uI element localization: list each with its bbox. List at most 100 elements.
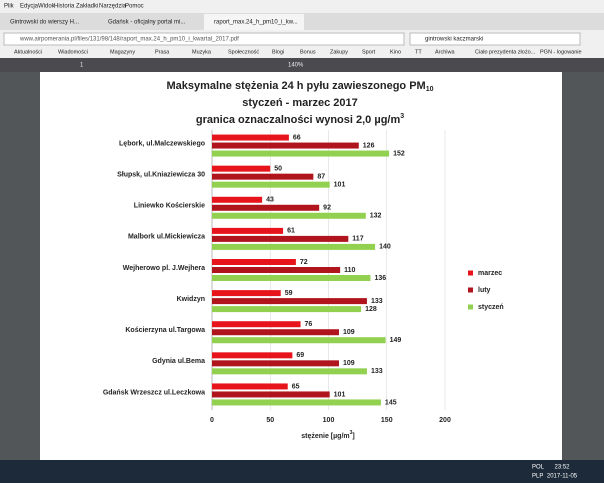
tab-title[interactable]: Gintrowski do wierszy H... [10, 20, 79, 26]
bar [212, 196, 263, 203]
bookmark[interactable]: Bonus [300, 49, 316, 55]
bar [212, 352, 293, 359]
bookmark[interactable]: Kino [390, 49, 401, 55]
data-label: 66 [293, 134, 301, 141]
menu-item[interactable]: Pomoc [125, 4, 144, 10]
search-text: gintrowski kaczmarski [425, 37, 483, 43]
data-label: 65 [292, 383, 300, 390]
x-tick-label: 100 [323, 417, 335, 424]
bar [212, 306, 362, 313]
bookmark[interactable]: Magazyny [110, 49, 135, 55]
bar [212, 360, 339, 367]
bar [212, 290, 281, 297]
bookmark[interactable]: Prasa [155, 49, 170, 55]
bar [212, 227, 284, 234]
menu-item[interactable]: Plik [4, 4, 15, 10]
zoom: 140% [288, 63, 304, 69]
url: www.airpomerania.pl/files/131/98/148/rap… [19, 37, 239, 43]
bar [212, 399, 381, 406]
bar [212, 329, 339, 336]
bar [212, 165, 271, 172]
bookmark[interactable]: Aktualności [14, 49, 42, 55]
data-label: 110 [344, 267, 355, 274]
menu-item[interactable]: Zakładki [76, 4, 98, 10]
chart-title: Maksymalne stężenia 24 h pyłu zawieszone… [167, 80, 434, 93]
data-label: 145 [385, 399, 397, 406]
bar [212, 337, 386, 344]
data-label: 117 [352, 236, 363, 243]
data-label: 76 [305, 321, 313, 328]
bookmark[interactable]: PGN - logowanie [540, 49, 582, 55]
taskbar [0, 460, 604, 483]
data-label: 61 [287, 228, 295, 235]
pdf-toolbar [0, 58, 604, 72]
tray-lang: POL [532, 465, 545, 471]
bookmark[interactable]: Sport [362, 49, 376, 55]
data-label: 128 [365, 306, 377, 313]
data-label: 152 [393, 150, 405, 157]
bookmark[interactable]: Zakupy [330, 49, 348, 55]
bookmark[interactable]: Archiwa [435, 49, 456, 55]
bar [212, 259, 296, 265]
tray-layout: PLP [532, 474, 543, 480]
x-axis-label: stężenie [µg/m3] [301, 430, 355, 440]
data-label: 136 [374, 275, 386, 282]
category-label: Wejherowo pl. J.Wejhera [123, 265, 205, 272]
bar [212, 173, 314, 180]
bookmark[interactable]: Ciało prezydenta złożo... [475, 49, 536, 55]
menu-item[interactable]: Edycja [20, 4, 39, 10]
bar [212, 383, 288, 390]
data-label: 69 [296, 352, 304, 359]
address-bar[interactable] [3, 32, 405, 46]
data-label: 72 [300, 259, 308, 266]
bar [212, 275, 371, 281]
category-label: Malbork ul.Mickiewicza [128, 234, 205, 241]
legend-swatch [468, 270, 473, 276]
tray-time: 23:52 [554, 465, 570, 471]
tab-title[interactable]: raport_max.24_h_pm10_i_kw... [214, 20, 298, 26]
data-label: 92 [323, 205, 331, 212]
chart-subtitle: granica oznaczalności wynosi 2,0 µg/m3 [196, 113, 404, 126]
legend-swatch [468, 304, 473, 310]
x-tick-label: 150 [381, 417, 393, 424]
x-tick-label: 0 [210, 417, 214, 424]
bar [212, 243, 376, 250]
menu-item[interactable]: Narzędzia [99, 4, 127, 10]
bookmark[interactable]: Muzyka [192, 49, 212, 55]
bookmark[interactable]: TT [415, 49, 422, 55]
data-label: 101 [334, 182, 346, 189]
data-label: 133 [371, 368, 383, 375]
category-label: Gdańsk Wrzeszcz ul.Leczkowa [103, 389, 205, 396]
bar [212, 212, 366, 219]
bookmark[interactable]: Społeczność [228, 49, 259, 55]
x-tick-label: 50 [266, 417, 274, 424]
legend-label: styczeń [478, 304, 504, 311]
bar [212, 267, 341, 273]
active-tab[interactable] [204, 14, 304, 30]
search-box[interactable] [409, 32, 581, 46]
data-label: 87 [317, 174, 325, 181]
bar [212, 235, 349, 242]
bar [212, 142, 359, 149]
x-tick-label: 200 [439, 417, 451, 424]
menu-item[interactable]: Historia [54, 4, 75, 10]
bar [212, 181, 330, 188]
data-label: 109 [343, 360, 355, 367]
data-label: 132 [370, 213, 382, 220]
tray-date: 2017-11-05 [547, 474, 578, 480]
chart-subtitle: styczeń - marzec 2017 [242, 97, 358, 109]
bookmark[interactable]: Blogi [272, 49, 284, 55]
category-label: Słupsk, ul.Kniaziewicza 30 [117, 172, 205, 179]
data-label: 126 [363, 142, 375, 149]
bookmark[interactable]: Wiadomości [58, 49, 88, 55]
category-label: Liniewko Kościerskie [134, 203, 205, 210]
data-label: 133 [371, 298, 383, 305]
legend-label: marzec [478, 270, 502, 277]
category-label: Gdynia ul.Bema [152, 358, 205, 365]
data-label: 43 [266, 197, 274, 204]
data-label: 50 [274, 166, 282, 173]
menu-item[interactable]: Widok [38, 4, 56, 10]
tab-title[interactable]: Gdańsk - oficjalny portal mi... [108, 20, 186, 26]
data-label: 149 [390, 337, 402, 344]
